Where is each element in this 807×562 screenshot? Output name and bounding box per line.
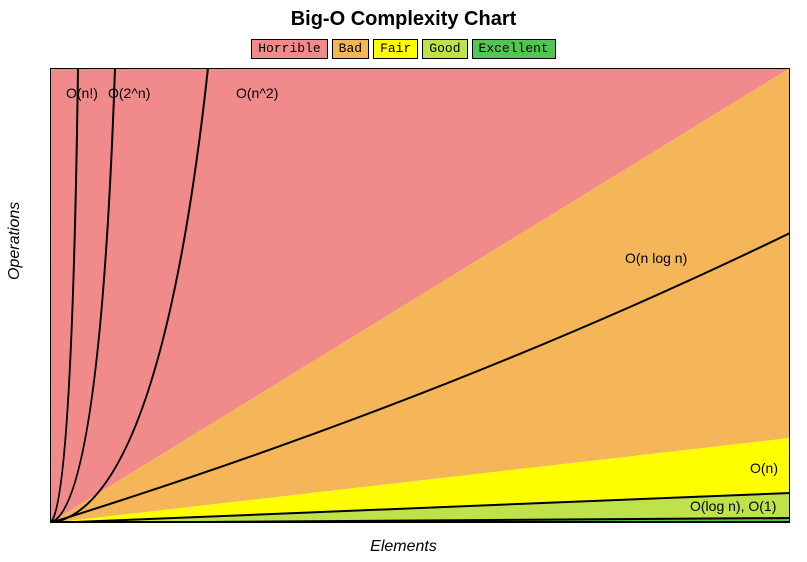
curve-label-exponential: O(2^n) <box>108 85 150 101</box>
legend-item-excellent: Excellent <box>472 39 556 59</box>
chart-title: Big-O Complexity Chart <box>0 0 807 31</box>
legend-item-horrible: Horrible <box>251 39 327 59</box>
curve-label-constant_log: O(log n), O(1) <box>690 498 776 514</box>
curve-label-linear: O(n) <box>750 460 778 476</box>
legend: HorribleBadFairGoodExcellent <box>0 39 807 59</box>
y-axis-label: Operations <box>6 202 24 280</box>
curve-label-factorial: O(n!) <box>66 85 98 101</box>
complexity-chart: O(log n), O(1) O(n) O(n log n) O(n^2) O(2^n)… <box>50 68 790 523</box>
legend-item-bad: Bad <box>332 39 369 59</box>
legend-item-fair: Fair <box>373 39 418 59</box>
legend-item-good: Good <box>422 39 467 59</box>
curve-label-quadratic: O(n^2) <box>236 85 278 101</box>
chart-area: O(log n), O(1) O(n) O(n log n) O(n^2) O(2^n)… <box>50 68 790 523</box>
curve-label-nlogn: O(n log n) <box>625 250 687 266</box>
x-axis-label: Elements <box>0 538 807 556</box>
